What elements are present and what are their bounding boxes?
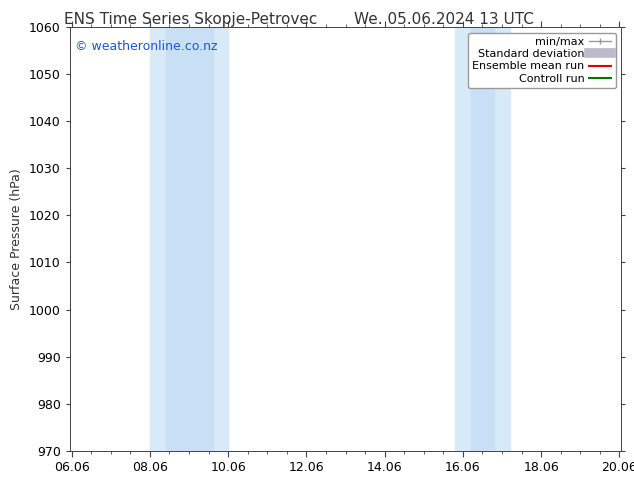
- Bar: [165, 27, 212, 451]
- Bar: [470, 27, 494, 451]
- Text: We. 05.06.2024 13 UTC: We. 05.06.2024 13 UTC: [354, 12, 534, 27]
- Legend: min/max, Standard deviation, Ensemble mean run, Controll run: min/max, Standard deviation, Ensemble me…: [468, 32, 616, 88]
- Text: © weatheronline.co.nz: © weatheronline.co.nz: [75, 40, 217, 52]
- Bar: [150, 27, 228, 451]
- Text: ENS Time Series Skopje-Petrovec: ENS Time Series Skopje-Petrovec: [63, 12, 317, 27]
- Bar: [455, 27, 510, 451]
- Y-axis label: Surface Pressure (hPa): Surface Pressure (hPa): [10, 168, 23, 310]
